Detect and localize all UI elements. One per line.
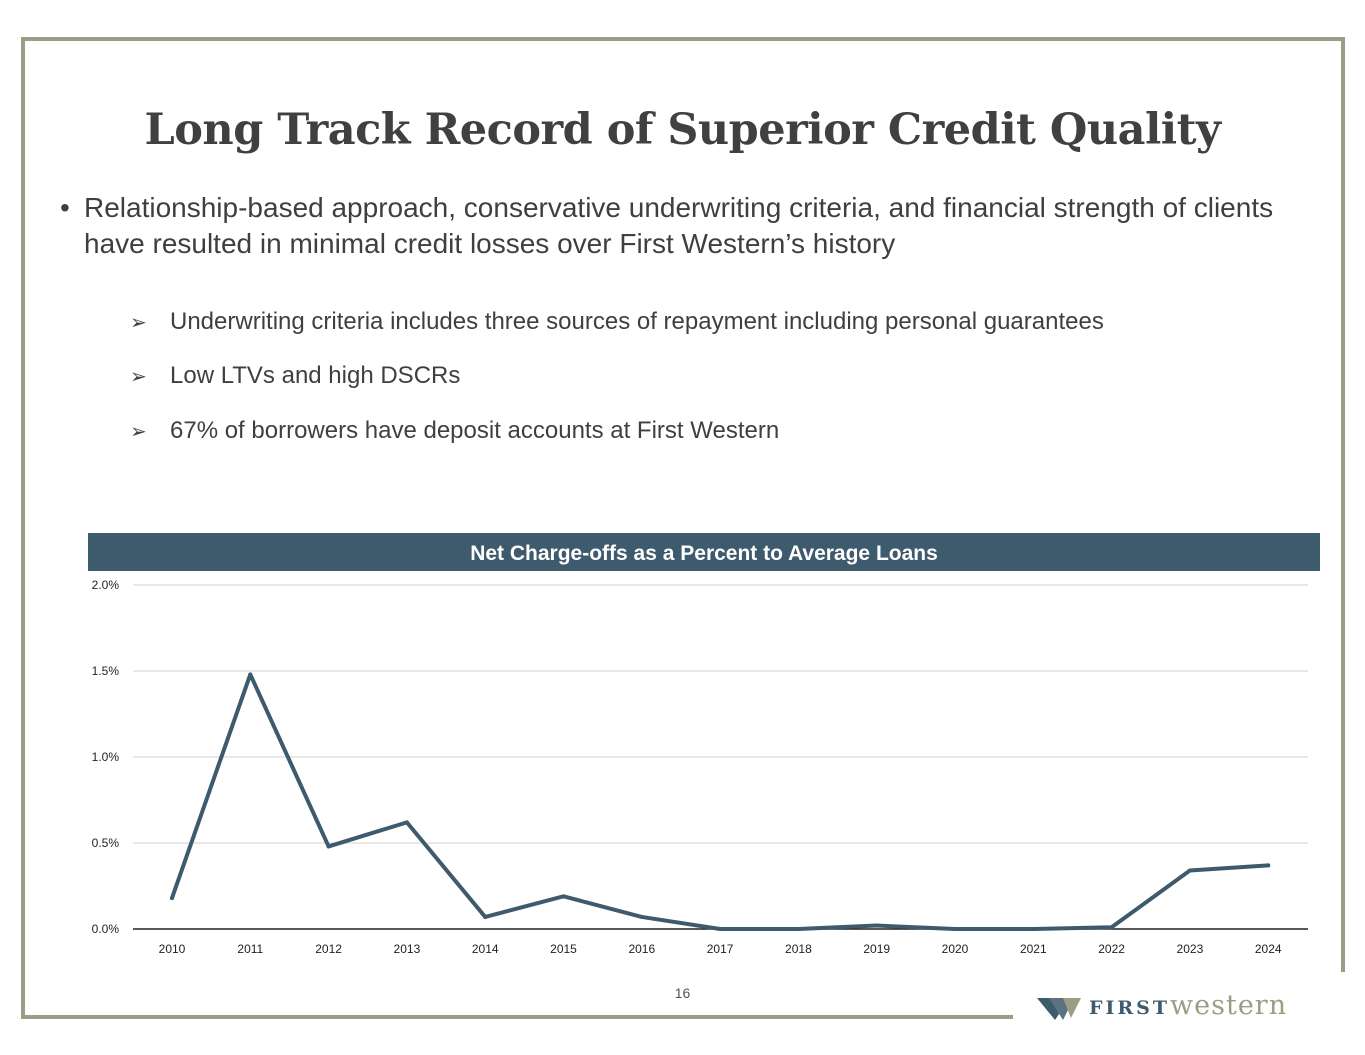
logo-wordmark: FIRSTwestern	[1089, 990, 1287, 1021]
logo-western: western	[1170, 990, 1288, 1021]
x-tick-label: 2023	[1177, 942, 1204, 956]
x-tick-label: 2014	[472, 942, 499, 956]
arrow-bullet-icon: ➢	[130, 312, 147, 334]
y-tick-label: 2.0%	[92, 578, 120, 592]
logo-mark-icon	[1037, 998, 1081, 1020]
x-tick-label: 2011	[237, 942, 263, 956]
sub-bullet-text: 67% of borrowers have deposit accounts a…	[170, 417, 780, 444]
data-point	[248, 672, 253, 677]
page-number: 16	[674, 985, 691, 1001]
data-point	[1109, 925, 1114, 930]
data-point	[483, 914, 488, 919]
frame-right	[1341, 37, 1345, 972]
x-tick-label: 2010	[159, 942, 186, 956]
y-tick-label: 0.0%	[92, 922, 120, 936]
data-point	[718, 927, 723, 931]
data-point	[953, 927, 957, 931]
y-tick-label: 0.5%	[92, 836, 120, 850]
x-tick-label: 2012	[315, 942, 342, 956]
sub-bullet-text: Underwriting criteria includes three sou…	[170, 308, 1104, 335]
data-point	[874, 923, 879, 928]
data-point	[1031, 927, 1036, 931]
x-tick-label: 2019	[863, 942, 890, 956]
data-point	[404, 820, 409, 825]
company-logo: FIRSTwestern	[1035, 990, 1345, 1024]
data-point	[326, 844, 331, 849]
chart-title: Net Charge-offs as a Percent to Average …	[88, 533, 1320, 571]
sub-bullet: ➢ Low LTVs and high DSCRs	[130, 362, 460, 390]
x-tick-label: 2013	[394, 942, 421, 956]
x-tick-label: 2015	[550, 942, 577, 956]
frame-top	[21, 37, 1345, 41]
main-bullet: • Relationship-based approach, conservat…	[60, 190, 1300, 262]
y-tick-label: 1.5%	[92, 664, 120, 678]
data-point	[1187, 868, 1192, 873]
arrow-bullet-icon: ➢	[130, 421, 147, 443]
x-tick-label: 2024	[1255, 942, 1282, 956]
logo-first: FIRST	[1089, 997, 1171, 1019]
x-tick-label: 2020	[942, 942, 969, 956]
series-line	[170, 672, 1271, 931]
x-tick-label: 2018	[785, 942, 812, 956]
x-tick-label: 2017	[707, 942, 734, 956]
sub-bullet: ➢ 67% of borrowers have deposit accounts …	[130, 417, 779, 445]
bullet-dot: •	[60, 192, 70, 223]
sub-bullet: ➢ Underwriting criteria includes three so…	[130, 308, 1104, 336]
x-tick-label: 2021	[1020, 942, 1047, 956]
data-point	[639, 914, 644, 919]
data-point	[1266, 863, 1271, 868]
y-tick-label: 1.0%	[92, 750, 120, 764]
data-point	[561, 894, 566, 899]
frame-bottom	[21, 1015, 1013, 1019]
x-tick-label: 2016	[628, 942, 655, 956]
x-tick-label: 2022	[1098, 942, 1125, 956]
arrow-bullet-icon: ➢	[130, 366, 147, 388]
frame-left	[21, 37, 25, 1019]
data-point	[170, 896, 174, 901]
main-bullet-text: Relationship-based approach, conservativ…	[84, 192, 1274, 259]
sub-bullet-text: Low LTVs and high DSCRs	[170, 362, 461, 389]
slide-title: Long Track Record of Superior Credit Qua…	[144, 105, 1221, 155]
data-point	[796, 927, 801, 931]
